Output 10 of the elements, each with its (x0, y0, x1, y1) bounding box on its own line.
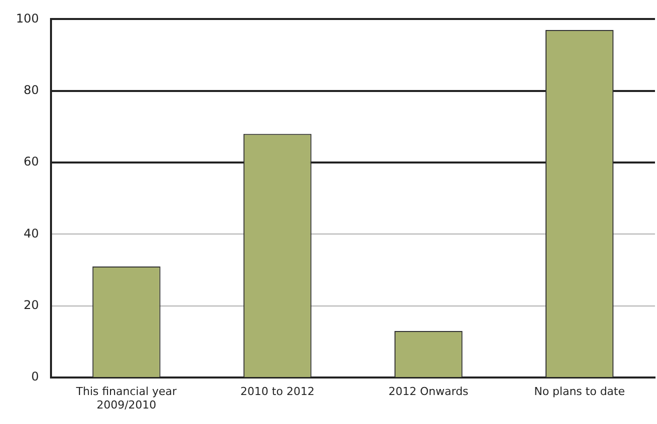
y-tick-label: 100 (16, 11, 39, 26)
y-tick-label: 20 (24, 298, 39, 312)
y-tick-label: 80 (24, 83, 39, 98)
y-tick-label: 60 (24, 154, 39, 169)
x-tick-label: 2010 to 2012 (240, 385, 314, 398)
y-tick-label: 40 (24, 226, 39, 240)
x-tick-label: 2012 Onwards (388, 385, 469, 398)
y-tick-label: 0 (31, 370, 39, 384)
x-tick-label: This financial year 2009/2010 (75, 385, 178, 412)
x-tick-label: No plans to date (534, 385, 626, 398)
